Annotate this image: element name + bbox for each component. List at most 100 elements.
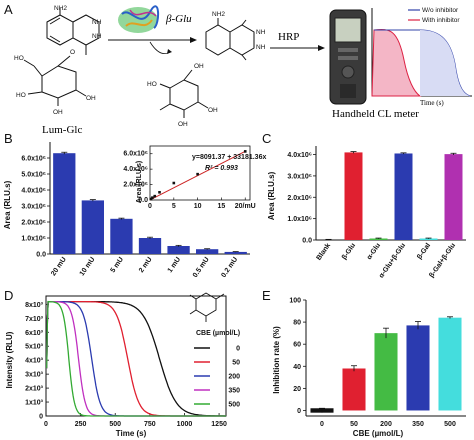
d-line-chart: 0 1x10³ 2x10³ 3x10³ 4x10³ 5x10³ 6x10³ 7x10³ 8x10… <box>25 295 227 428</box>
x-tick-label: 2 mU <box>138 256 154 274</box>
nh-label-1: NH <box>92 19 102 26</box>
inset-point <box>172 181 176 185</box>
bar <box>369 238 388 240</box>
inset-y-tick-label: 0.0 <box>138 197 148 204</box>
enzyme-icon <box>118 5 160 33</box>
x-tick-label: β-Gal+β-Glu <box>428 242 457 279</box>
y-tick-label: 3x10³ <box>25 372 44 379</box>
inset-fit-line <box>149 150 246 201</box>
e-xlabel: CBE (µmol/L) <box>353 429 404 438</box>
bar <box>444 154 463 240</box>
y-tick-label: 8x10³ <box>25 302 44 309</box>
bar <box>53 153 76 254</box>
oh-label-2: OH <box>86 95 96 102</box>
inset-x-tick-label: 10 <box>194 203 202 210</box>
y-tick-label: 1x10³ <box>25 400 44 407</box>
series-line-cbe-500 <box>46 300 226 417</box>
x-tick-label: 1250 <box>211 421 227 428</box>
d-legend: 0 50 200 350 500 <box>194 346 240 409</box>
lum-glc-label: Lum-Glc <box>42 124 82 136</box>
panel-letter-b: B <box>4 131 13 146</box>
bar <box>167 246 190 254</box>
panel-letter-e: E <box>262 288 271 303</box>
inset-x-tick-label: 5 <box>172 203 176 210</box>
nh-label-2: NH <box>92 33 102 40</box>
y-tick-label: 2.0x10⁶ <box>21 220 46 227</box>
x-tick-label: 0.2 mU <box>220 256 239 279</box>
y-tick-label: 6x10³ <box>25 330 44 337</box>
y-tick-label: 1.0x10⁶ <box>21 236 46 243</box>
inset-x-tick-label: 0 <box>148 203 152 210</box>
bar <box>344 152 363 240</box>
bar <box>342 368 366 411</box>
legend-without: W/o inhibitor <box>422 7 459 14</box>
bar <box>81 200 104 254</box>
scheme-time-label: Time (s) <box>420 99 444 107</box>
legend-label: 200 <box>228 374 240 381</box>
x-tick-label: 200 <box>380 421 392 428</box>
panel-b: B Area (RLU.s) 0.0 1.0x10⁶ 2.0x10⁶ 3.0x10⁶ 4… <box>3 131 266 279</box>
c-ylabel: Area (RLU.s) <box>267 171 276 220</box>
bar <box>196 249 219 254</box>
panel-c: C Area (RLU.s) 0.0 1.0x10⁶ 2.0x10⁶ 3.0x10⁶ 4… <box>262 131 466 279</box>
x-tick-label: 750 <box>144 421 156 428</box>
inset-y-tick-label: 2.0x10⁶ <box>123 182 148 189</box>
x-tick-label: 1000 <box>177 421 193 428</box>
glucose-structure <box>159 69 209 118</box>
panel-e: E Inhibition rate (%) CBE (µmol/L) 0 20 40… <box>262 288 466 438</box>
oh-label-1: OH <box>53 109 63 116</box>
inset-x-tick-label: 15 <box>218 203 226 210</box>
nh-label-3: NH <box>256 29 266 36</box>
y-tick-label: 2x10³ <box>25 386 44 393</box>
x-tick-label: 1 mU <box>167 256 183 274</box>
inset-y-tick-label: 6.0x10⁶ <box>123 151 148 158</box>
b-fit-r2: R² = 0.993 <box>205 165 238 172</box>
legend-label: 0 <box>236 346 240 353</box>
d-legend-title: CBE (µmol/L) <box>196 330 240 337</box>
inset-point <box>153 194 157 198</box>
x-tick-label: 500 <box>444 421 456 428</box>
x-tick-label: β-Glu <box>341 242 357 261</box>
y-tick-label: 0.0 <box>302 238 312 245</box>
bar <box>419 238 438 240</box>
panel-d: D Intensity (RLU) Time (s) 0 1x10³ 2x10³ 3x… <box>4 288 240 438</box>
legend-label: 500 <box>228 402 240 409</box>
cbe-structure <box>189 292 225 322</box>
x-tick-label: 5 mU <box>110 256 126 274</box>
x-tick-label: α-Glu+β-Glu <box>378 242 407 279</box>
ho-label-2: HO <box>16 92 26 99</box>
bar <box>110 218 133 254</box>
inset-point <box>151 196 154 199</box>
nh2-label: NH2 <box>54 5 67 12</box>
lum-glc-structure <box>23 8 100 106</box>
b-inset-ylabel: Area (RLU.s) <box>136 161 143 203</box>
luminol-structure <box>205 18 255 61</box>
x-tick-label: 0 <box>320 421 324 428</box>
nh-label-4: NH <box>256 44 266 51</box>
y-tick-label: 60 <box>293 342 301 349</box>
x-tick-label: 0.5 mU <box>192 256 211 279</box>
bar <box>374 333 398 411</box>
with-inhibitor-curve <box>371 28 422 97</box>
inset-point <box>149 197 153 201</box>
y-tick-label: 20 <box>293 386 301 393</box>
oh-label-4: OH <box>208 107 218 114</box>
y-tick-label: 4x10³ <box>25 358 44 365</box>
d-xlabel: Time (s) <box>116 429 147 438</box>
e-ylabel: Inhibition rate (%) <box>272 326 281 394</box>
d-ylabel: Intensity (RLU) <box>5 331 14 388</box>
bar <box>394 153 413 240</box>
x-tick-label: 350 <box>412 421 424 428</box>
bar <box>438 317 462 411</box>
bar <box>406 325 430 411</box>
panel-letter-a: A <box>4 2 13 17</box>
y-tick-label: 80 <box>293 320 301 327</box>
b-inset-chart: 0.0 2.0x10⁶ 4.0x10⁶ 6.0x10⁶ 0 5 10 15 20/mU <box>123 145 256 210</box>
oh-label-5: OH <box>178 121 188 128</box>
bar <box>224 251 247 254</box>
b-ylabel: Area (RLU.s) <box>3 180 12 229</box>
y-tick-label: 6.0x10⁶ <box>21 156 46 163</box>
y-tick-label: 5.0x10⁶ <box>21 172 46 179</box>
oh-label-3: OH <box>194 63 204 70</box>
y-tick-label: 4.0x10⁶ <box>21 188 46 195</box>
